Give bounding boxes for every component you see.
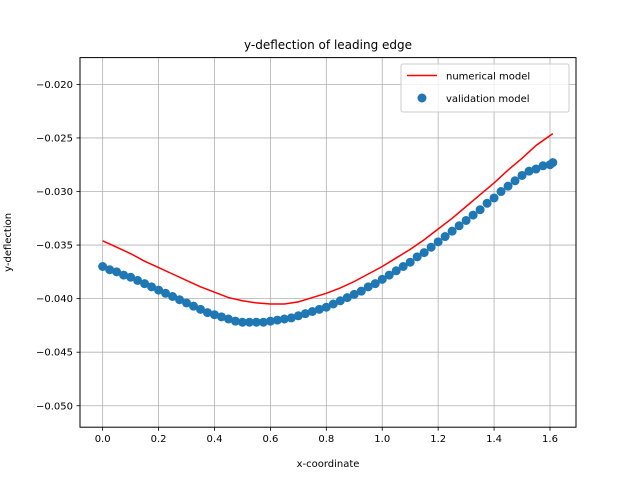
y-tick-label: −0.050 [36, 401, 73, 412]
series-point-validation-model [349, 289, 359, 299]
legend: numerical model validation model [400, 63, 570, 113]
series-point-validation-model [447, 226, 457, 236]
series-point-validation-model [258, 317, 268, 327]
series-point-validation-model [538, 161, 548, 171]
series-point-validation-model [286, 313, 296, 323]
series-point-validation-model [147, 282, 157, 292]
series-point-validation-model [384, 270, 394, 280]
series-point-validation-model [182, 298, 192, 308]
series-point-validation-model [293, 311, 303, 321]
series-point-validation-model [391, 266, 401, 276]
series-point-validation-model [300, 309, 310, 319]
series-point-validation-model [454, 221, 464, 231]
series-point-validation-model [524, 166, 534, 176]
series-point-validation-model [196, 304, 206, 314]
series-point-validation-model [244, 317, 254, 327]
series-point-validation-model [230, 316, 240, 326]
y-tick-label: −0.045 [36, 348, 73, 359]
series-point-validation-model [412, 252, 422, 262]
series-point-validation-model [105, 265, 115, 275]
series-point-validation-model [119, 270, 129, 280]
series-point-validation-model [440, 232, 450, 242]
series-point-validation-model [510, 176, 520, 186]
series-point-validation-model [342, 293, 352, 303]
x-tick-label: 0.2 [151, 434, 167, 445]
x-tick-label: 1.2 [430, 434, 446, 445]
series-point-validation-model [321, 302, 331, 312]
series-point-validation-model [548, 158, 558, 168]
series-point-validation-model [216, 312, 226, 322]
series-line-numerical-model [102, 133, 554, 305]
series-point-validation-model [168, 292, 178, 301]
series-point-validation-model [335, 296, 345, 306]
legend-point-swatch [417, 93, 427, 103]
series-point-validation-model [398, 262, 408, 271]
y-tick-label: −0.035 [36, 241, 73, 252]
y-axis-label: y-deflection [3, 213, 14, 272]
series-point-validation-model [112, 267, 122, 277]
series-point-validation-model [356, 286, 366, 296]
legend-box [400, 63, 570, 113]
series-point-validation-model [154, 285, 164, 295]
series-point-validation-model [503, 181, 513, 191]
x-tick-label: 0.6 [262, 434, 278, 445]
series-point-validation-model [175, 295, 185, 305]
legend-label-validation-model: validation model [446, 94, 530, 105]
series-point-validation-model [314, 304, 324, 314]
series-point-validation-model [433, 237, 443, 247]
series-point-validation-model [419, 248, 429, 258]
x-tick-label: 1.6 [542, 434, 558, 445]
series-point-validation-model [405, 257, 415, 267]
x-tick-label: 1.0 [374, 434, 390, 445]
axis-ticks: 0.0 0.2 0.4 0.6 0.8 1.0 1.2 1.4 1.6 −0.050 −0.045 −… [36, 80, 558, 445]
series-point-validation-model [517, 170, 527, 180]
series-point-validation-model [189, 301, 199, 311]
series-point-validation-model [265, 316, 275, 326]
x-axis-label: x-coordinate [297, 459, 360, 470]
series-point-validation-model [468, 210, 478, 220]
plot-frame [79, 57, 577, 428]
series-point-validation-model [279, 314, 289, 324]
series-point-validation-model [370, 279, 380, 289]
series-point-validation-model [272, 315, 282, 325]
series-point-validation-model [126, 272, 136, 282]
series-point-validation-model [426, 242, 436, 252]
series-point-validation-model [363, 282, 373, 292]
series-point-validation-model [475, 205, 485, 215]
series-point-validation-model [251, 317, 261, 327]
series-point-validation-model [98, 262, 108, 271]
x-tick-label: 1.4 [486, 434, 502, 445]
series-point-validation-model [237, 317, 247, 327]
series-point-validation-model [489, 193, 499, 203]
series-point-validation-model [209, 310, 219, 320]
series-point-validation-model [482, 198, 492, 208]
series-point-validation-model [328, 299, 338, 309]
y-tick-label: −0.020 [36, 80, 73, 91]
chart-title: y-deflection of leading edge [244, 38, 412, 52]
series-point-validation-model [307, 307, 317, 316]
x-tick-label: 0.4 [207, 434, 223, 445]
series-point-validation-model [461, 215, 471, 225]
y-tick-label: −0.025 [36, 133, 73, 144]
x-tick-label: 0.8 [318, 434, 334, 445]
series-point-validation-model [531, 164, 541, 174]
series-point-validation-model [161, 288, 171, 298]
series-point-validation-model [223, 314, 233, 324]
legend-label-numerical-model: numerical model [446, 72, 530, 83]
series-point-validation-model [140, 279, 150, 289]
series-layer [98, 133, 558, 327]
series-point-validation-model [202, 308, 212, 318]
y-tick-label: −0.030 [36, 187, 73, 198]
y-tick-label: −0.040 [36, 294, 73, 305]
series-point-validation-model [496, 187, 506, 197]
grid [80, 57, 576, 428]
x-tick-label: 0.0 [95, 434, 111, 445]
series-point-validation-model [133, 275, 143, 285]
series-point-validation-model [377, 274, 387, 284]
